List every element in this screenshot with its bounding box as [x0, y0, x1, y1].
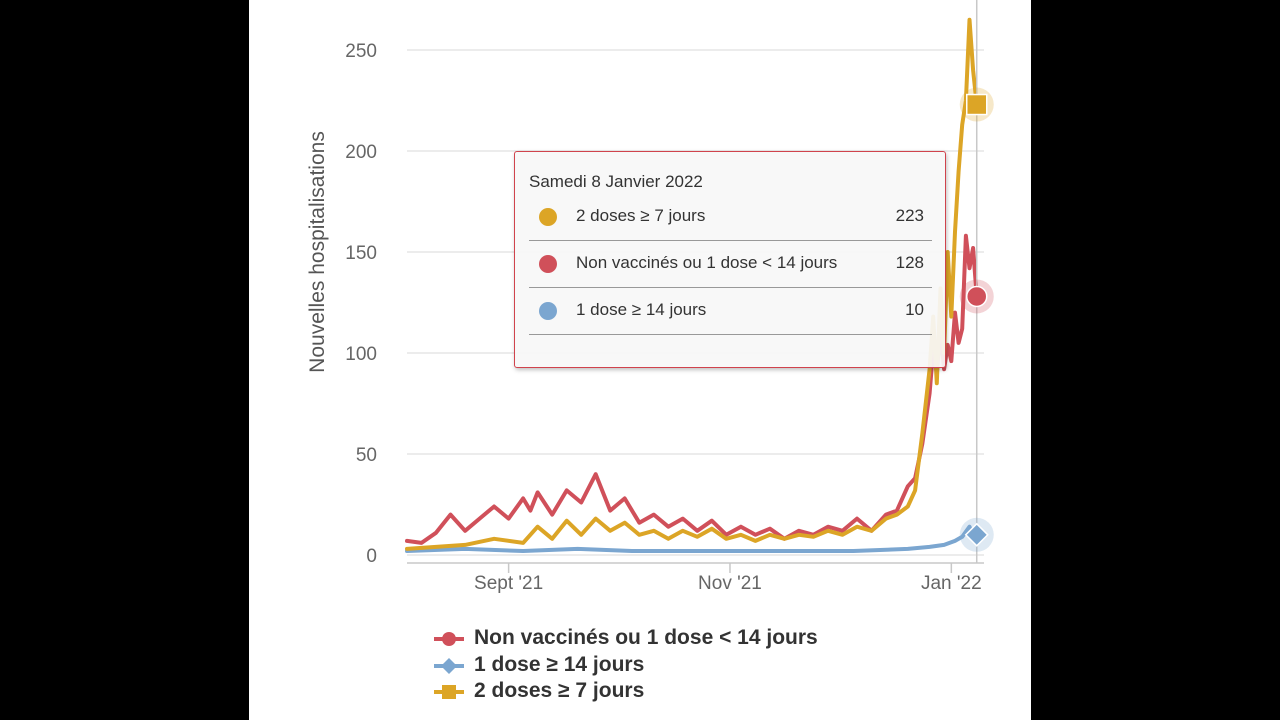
hospitalisations-chart: 0 50 100 150 200 250 Sept '21 Nov '21 Jan '22 N…	[306, 0, 994, 594]
y-tick-label: 100	[345, 344, 377, 365]
chart-panel: 0 50 100 150 200 250 Sept '21 Nov '21 Jan '22 N…	[249, 0, 1031, 720]
x-tick-label: Nov '21	[698, 573, 762, 594]
tooltip-series-value: 10	[905, 300, 924, 319]
series-line	[405, 17, 979, 551]
series-line	[405, 524, 979, 553]
y-tick-label: 200	[345, 142, 377, 163]
y-tick-label: 250	[345, 41, 377, 62]
tooltip-row: 2 doses ≥ 7 jours 223	[529, 194, 932, 241]
hover-point	[964, 522, 989, 547]
tooltip-series-name: 1 dose ≥ 14 jours	[576, 300, 707, 319]
tooltip-series-value: 223	[895, 206, 924, 225]
legend-diamond-icon	[434, 657, 464, 674]
tooltip-row: Non vaccinés ou 1 dose < 14 jours 128	[529, 241, 932, 288]
legend-square-icon	[434, 685, 464, 699]
tooltip-series-value: 128	[895, 253, 924, 272]
tooltip-dot	[539, 208, 557, 226]
legend-label: 2 doses ≥ 7 jours	[474, 679, 645, 702]
tooltip-dot	[539, 255, 557, 273]
tooltip-series-name: Non vaccinés ou 1 dose < 14 jours	[576, 253, 838, 272]
x-tick-label: Sept '21	[474, 573, 543, 594]
y-axis-ticks: 0 50 100 150 200 250	[345, 41, 377, 567]
legend-circle-icon	[434, 632, 464, 646]
legend-label: Non vaccinés ou 1 dose < 14 jours	[474, 626, 818, 649]
tooltip-date: Samedi 8 Janvier 2022	[529, 172, 703, 191]
tooltip-row: 1 dose ≥ 14 jours 10	[529, 288, 932, 335]
tooltip: Samedi 8 Janvier 2022 2 doses ≥ 7 jours …	[514, 151, 946, 368]
x-tick-label: Jan '22	[921, 573, 982, 594]
hover-markers	[959, 87, 994, 552]
legend-label: 1 dose ≥ 14 jours	[474, 652, 645, 676]
y-axis-title: Nouvelles hospitalisations	[306, 131, 329, 373]
y-tick-label: 150	[345, 243, 377, 264]
y-tick-label: 0	[366, 546, 377, 567]
hover-point	[965, 93, 988, 116]
tooltip-dot	[539, 302, 557, 320]
hover-point	[965, 285, 988, 308]
x-axis: Sept '21 Nov '21 Jan '22	[407, 562, 984, 594]
tooltip-series-name: 2 doses ≥ 7 jours	[576, 206, 706, 225]
y-tick-label: 50	[356, 445, 377, 466]
